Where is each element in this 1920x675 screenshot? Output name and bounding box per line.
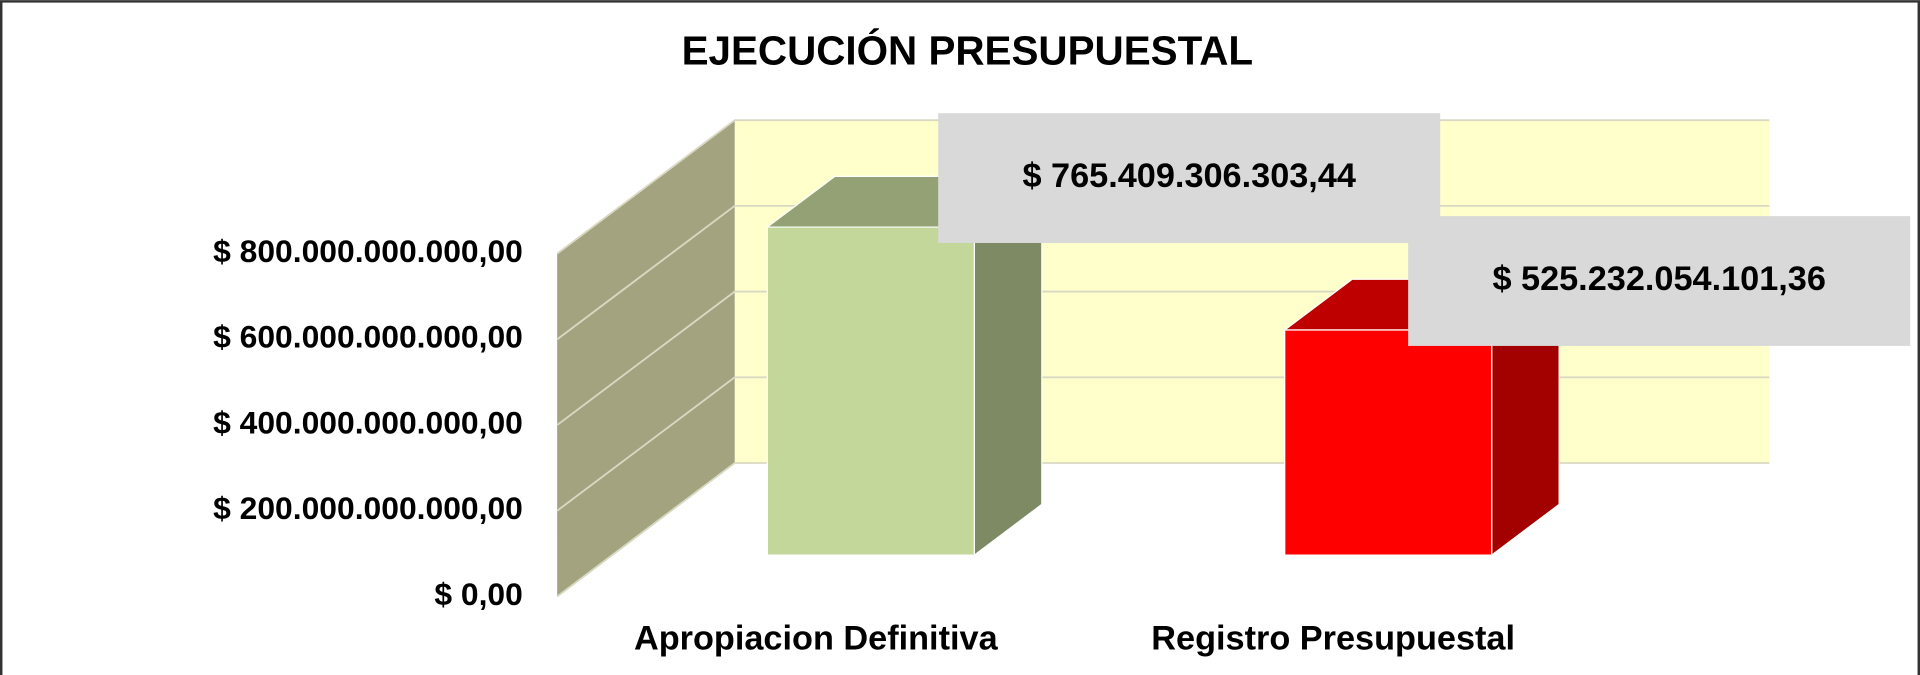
data-label-box xyxy=(938,113,1441,243)
y-tick-label: $ 200.000.000.000,00 xyxy=(213,490,523,526)
data-label: $ 765.409.306.303,44 xyxy=(1022,157,1355,195)
data-label: $ 525.232.054.101,36 xyxy=(1492,260,1825,298)
y-tick-label: $ 0,00 xyxy=(434,576,523,612)
data-label-box xyxy=(1408,216,1911,346)
bar xyxy=(766,226,975,556)
bar xyxy=(1284,329,1493,556)
chart-title: EJECUCIÓN PRESUPUESTAL xyxy=(682,28,1254,74)
x-tick-label: Apropiacion Definitiva xyxy=(634,620,999,658)
y-tick-label: $ 400.000.000.000,00 xyxy=(213,404,523,440)
x-tick-label: Registro Presupuestal xyxy=(1151,620,1515,658)
y-tick-label: $ 800.000.000.000,00 xyxy=(213,233,523,269)
y-tick-label: $ 600.000.000.000,00 xyxy=(213,319,523,355)
